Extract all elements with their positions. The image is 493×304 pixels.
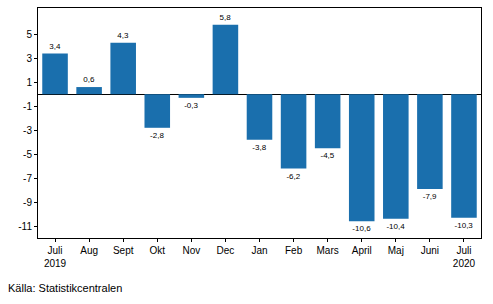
svg-text:-3,8: -3,8 — [252, 143, 266, 152]
svg-text:-7: -7 — [23, 173, 32, 184]
svg-text:-0,3: -0,3 — [184, 101, 198, 110]
svg-text:-9: -9 — [23, 197, 32, 208]
svg-text:3,4: 3,4 — [49, 42, 61, 51]
svg-text:-10,4: -10,4 — [386, 222, 405, 231]
svg-text:-1: -1 — [23, 101, 32, 112]
svg-text:-6,2: -6,2 — [286, 172, 300, 181]
svg-text:-4,5: -4,5 — [320, 151, 334, 160]
svg-text:5,8: 5,8 — [220, 13, 232, 22]
svg-text:4,3: 4,3 — [117, 31, 129, 40]
svg-text:April: April — [352, 245, 372, 256]
svg-text:-2,8: -2,8 — [150, 131, 164, 140]
svg-text:-7,9: -7,9 — [423, 192, 437, 201]
svg-text:Feb: Feb — [285, 245, 303, 256]
svg-text:-10,6: -10,6 — [352, 224, 371, 233]
svg-text:3: 3 — [26, 53, 32, 64]
svg-text:5: 5 — [26, 29, 32, 40]
svg-text:Mars: Mars — [317, 245, 339, 256]
svg-text:Juli2020: Juli2020 — [453, 245, 476, 269]
svg-text:Okt: Okt — [149, 245, 165, 256]
svg-text:1: 1 — [26, 77, 32, 88]
svg-text:Aug: Aug — [80, 245, 98, 256]
svg-text:Jan: Jan — [251, 245, 267, 256]
svg-text:-11: -11 — [18, 221, 32, 232]
svg-text:-10,3: -10,3 — [455, 221, 474, 230]
svg-text:Juli2019: Juli2019 — [44, 245, 67, 269]
svg-text:-5: -5 — [23, 149, 32, 160]
svg-text:Källa: Statistikcentralen: Källa: Statistikcentralen — [8, 282, 122, 294]
svg-text:Juni: Juni — [421, 245, 439, 256]
svg-text:Dec: Dec — [217, 245, 235, 256]
svg-text:-3: -3 — [23, 125, 32, 136]
svg-text:Maj: Maj — [388, 245, 404, 256]
svg-text:Nov: Nov — [182, 245, 200, 256]
svg-text:Sept: Sept — [113, 245, 134, 256]
svg-text:0,6: 0,6 — [83, 75, 95, 84]
